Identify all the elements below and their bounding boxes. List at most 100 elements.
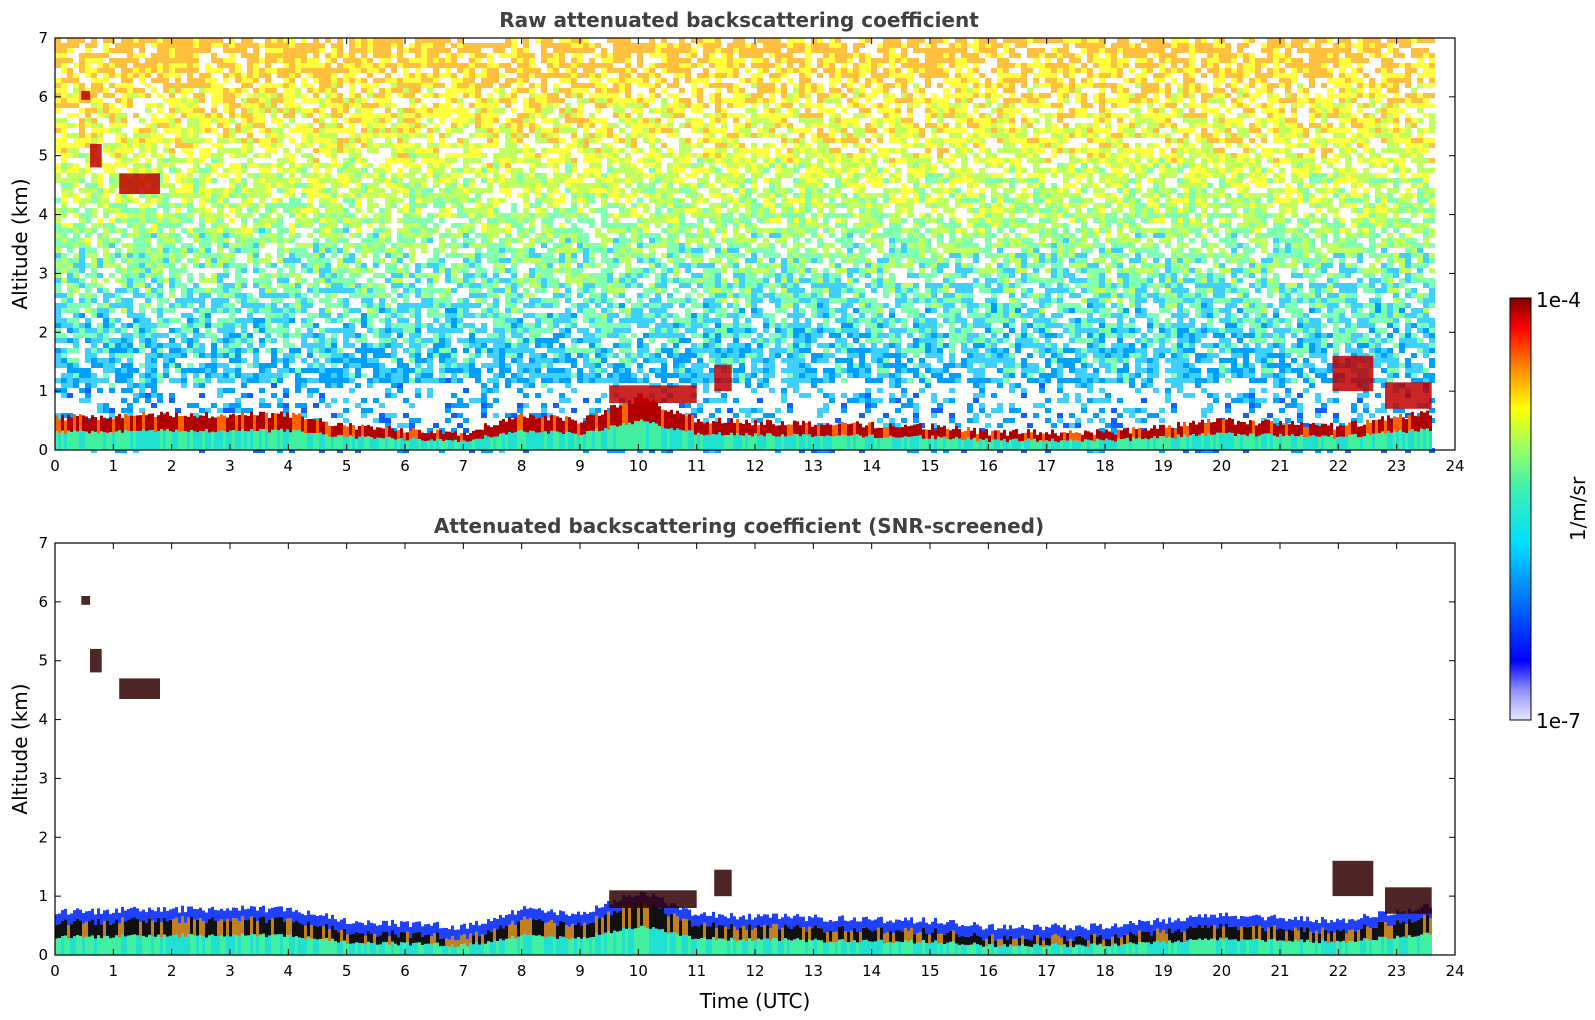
noise-cell: [91, 223, 97, 228]
noise-cell: [193, 178, 199, 183]
noise-cell: [577, 63, 583, 68]
noise-cell: [325, 308, 331, 313]
noise-cell: [169, 98, 175, 103]
noise-cell: [325, 198, 331, 203]
noise-cell: [553, 148, 559, 153]
noise-cell: [445, 343, 451, 348]
noise-cell: [505, 223, 511, 228]
noise-cell: [487, 238, 493, 243]
noise-cell: [295, 248, 301, 253]
noise-cell: [121, 68, 127, 73]
noise-cell: [241, 243, 247, 248]
noise-cell: [271, 348, 277, 353]
noise-cell: [133, 163, 139, 168]
noise-cell: [397, 378, 403, 383]
noise-cell: [301, 343, 307, 348]
noise-cell: [307, 243, 313, 248]
noise-cell: [487, 78, 493, 83]
noise-cell: [331, 68, 337, 73]
noise-cell: [433, 343, 439, 348]
noise-cell: [379, 178, 385, 183]
noise-cell: [61, 203, 67, 208]
noise-cell: [427, 308, 433, 313]
noise-cell: [277, 93, 283, 98]
noise-cell: [91, 208, 97, 213]
noise-cell: [151, 358, 157, 363]
noise-cell: [61, 258, 67, 263]
noise-cell: [379, 238, 385, 243]
noise-cell: [97, 203, 103, 208]
noise-cell: [331, 163, 337, 168]
noise-cell: [247, 63, 253, 68]
noise-cell: [523, 153, 529, 158]
noise-cell: [559, 38, 565, 43]
noise-cell: [79, 248, 85, 253]
noise-cell: [229, 168, 235, 173]
noise-cell: [349, 88, 355, 93]
noise-cell: [463, 73, 469, 78]
noise-cell: [103, 38, 109, 43]
noise-cell: [115, 338, 121, 343]
noise-cell: [133, 198, 139, 203]
noise-cell: [79, 128, 85, 133]
noise-cell: [475, 118, 481, 123]
noise-cell: [181, 83, 187, 88]
noise-cell: [403, 323, 409, 328]
noise-cell: [67, 303, 73, 308]
noise-cell: [127, 253, 133, 258]
noise-cell: [217, 283, 223, 288]
noise-cell: [487, 43, 493, 48]
noise-cell: [307, 198, 313, 203]
noise-cell: [553, 88, 559, 93]
noise-cell: [373, 43, 379, 48]
noise-cell: [445, 228, 451, 233]
noise-cell: [517, 298, 523, 303]
noise-cell: [163, 138, 169, 143]
noise-cell: [373, 348, 379, 353]
noise-cell: [457, 78, 463, 83]
noise-cell: [229, 68, 235, 73]
noise-cell: [157, 163, 163, 168]
noise-cell: [103, 48, 109, 53]
noise-cell: [193, 103, 199, 108]
noise-cell: [157, 43, 163, 48]
noise-cell: [367, 313, 373, 318]
noise-cell: [61, 68, 67, 73]
noise-cell: [115, 238, 121, 243]
noise-cell: [175, 53, 181, 58]
noise-cell: [55, 283, 61, 288]
noise-cell: [127, 243, 133, 248]
noise-cell: [61, 98, 67, 103]
noise-cell: [127, 78, 133, 83]
noise-cell: [67, 238, 73, 243]
noise-cell: [529, 338, 535, 343]
noise-cell: [463, 388, 469, 393]
noise-cell: [151, 368, 157, 373]
noise-cell: [529, 373, 535, 378]
noise-cell: [379, 78, 385, 83]
noise-cell: [217, 288, 223, 293]
noise-cell: [553, 403, 559, 408]
noise-cell: [325, 358, 331, 363]
noise-cell: [361, 373, 367, 378]
noise-cell: [199, 233, 205, 238]
noise-cell: [403, 83, 409, 88]
noise-cell: [139, 318, 145, 323]
noise-cell: [259, 288, 265, 293]
noise-cell: [487, 233, 493, 238]
noise-cell: [529, 98, 535, 103]
noise-cell: [181, 63, 187, 68]
noise-cell: [283, 178, 289, 183]
noise-cell: [463, 273, 469, 278]
noise-cell: [301, 253, 307, 258]
noise-cell: [469, 333, 475, 338]
noise-cell: [583, 43, 589, 48]
noise-cell: [451, 173, 457, 178]
noise-cell: [211, 278, 217, 283]
noise-cell: [247, 338, 253, 343]
noise-cell: [577, 73, 583, 78]
noise-cell: [109, 243, 115, 248]
noise-cell: [307, 263, 313, 268]
noise-cell: [127, 298, 133, 303]
noise-cell: [253, 138, 259, 143]
